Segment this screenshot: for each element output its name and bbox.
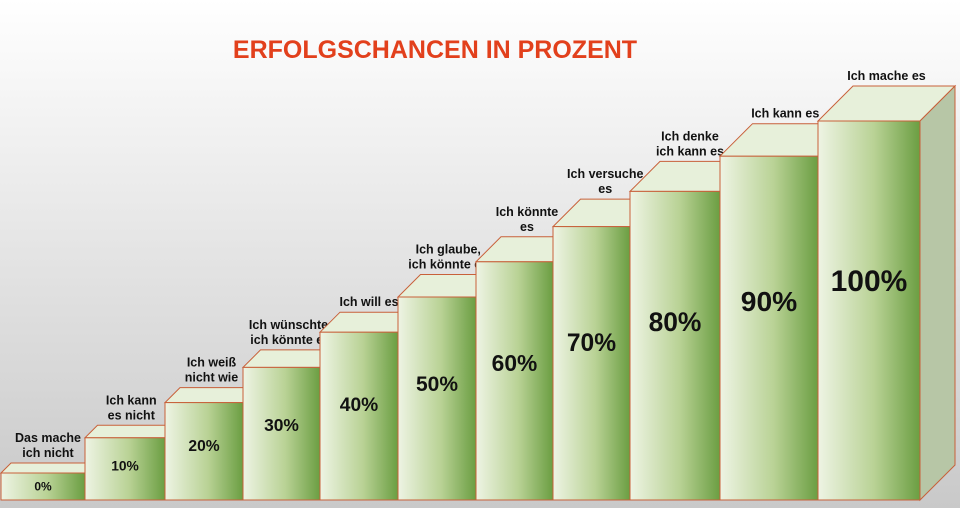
bar: [319, 331, 399, 501]
category-label: Ich mache es: [847, 69, 926, 83]
value-label: 10%: [111, 459, 139, 474]
bar: [84, 437, 166, 501]
bar: [0, 472, 86, 501]
value-label: 0%: [34, 480, 52, 494]
step-side: [919, 84, 956, 502]
bar: [817, 120, 921, 501]
chart-title: ERFOLGSCHANCEN IN PROZENT: [233, 36, 637, 64]
category-label: Ich kann es: [751, 107, 819, 121]
category-label: Das mache ich nicht: [15, 431, 81, 460]
bar: [397, 296, 477, 501]
category-label: Ich denke ich kann es: [656, 129, 724, 158]
value-label: 60%: [492, 350, 538, 376]
category-label: Ich glaube, ich könnte es: [408, 243, 488, 272]
category-label: Ich könnte es: [496, 205, 559, 234]
category-label: Ich versuche es: [567, 167, 643, 196]
value-label: 70%: [567, 330, 616, 357]
value-label: 50%: [416, 373, 458, 396]
category-label: Ich wünschte, ich könnte es: [249, 318, 332, 347]
value-label: 40%: [340, 395, 378, 416]
value-label: 100%: [831, 265, 908, 298]
bar: [629, 190, 721, 501]
value-label: 80%: [649, 307, 702, 337]
value-label: 90%: [741, 285, 797, 317]
bar: [164, 402, 244, 501]
step-top: [0, 462, 97, 474]
category-label: Ich weiß nicht wie: [185, 356, 239, 385]
category-label: Ich kann es nicht: [106, 393, 157, 422]
value-label: 30%: [264, 415, 299, 435]
value-label: 20%: [188, 438, 219, 455]
bar: [242, 366, 321, 501]
category-label: Ich will es: [339, 295, 398, 309]
bar: [475, 261, 554, 501]
step-top: [83, 424, 179, 439]
bar: [552, 226, 631, 501]
bar: [719, 155, 819, 501]
